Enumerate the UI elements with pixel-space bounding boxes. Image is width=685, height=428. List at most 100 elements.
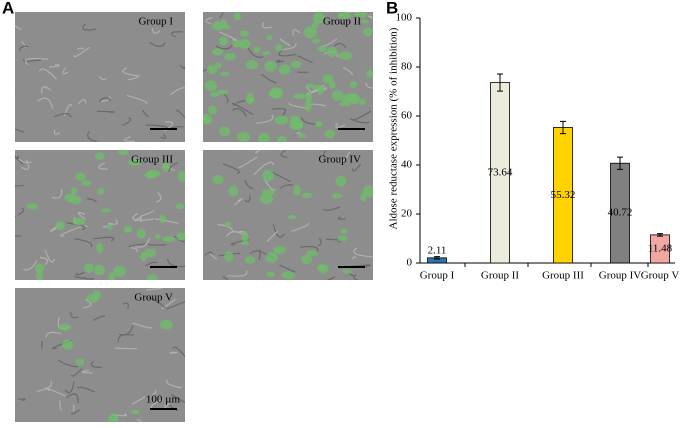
cell-outline — [40, 86, 52, 94]
fluorescent-cell — [301, 254, 313, 265]
cell-outline — [150, 399, 164, 409]
x-tick-label: Group III — [542, 270, 584, 282]
cell-outline — [144, 261, 158, 267]
value-label: 55.32 — [551, 189, 576, 201]
cell-outline — [121, 418, 142, 422]
image-label: Group IV — [319, 154, 362, 166]
cell-outline — [62, 67, 69, 75]
cell-outline — [102, 223, 112, 228]
y-tick-label: 40 — [401, 159, 413, 171]
fluorescent-cell — [275, 44, 283, 52]
cell-outline — [90, 360, 102, 368]
cell-outline — [66, 222, 86, 231]
fluorescent-cell — [123, 225, 133, 233]
cell-outline — [74, 238, 93, 248]
fluorescent-cell — [318, 264, 329, 274]
cell-outline — [327, 276, 336, 280]
fluorescent-cell — [212, 48, 223, 56]
fluorescent-cell — [335, 175, 347, 187]
cell-outline — [126, 94, 148, 104]
fluorescent-cell — [241, 232, 249, 243]
fluorescent-cell — [281, 271, 295, 280]
cell-outline — [48, 64, 61, 68]
cell-outline — [149, 41, 166, 48]
cell-outline — [53, 129, 61, 135]
cell-outline — [72, 404, 75, 411]
fluorescent-cell — [108, 413, 119, 422]
cell-outline — [351, 264, 371, 268]
y-tick-label: 100 — [396, 12, 413, 24]
fluorescent-cell — [34, 263, 45, 273]
cell-outline — [255, 150, 262, 154]
cell-outline — [15, 215, 16, 218]
cell-outline — [161, 299, 176, 310]
cell-outline — [60, 225, 82, 237]
cell-outline — [261, 21, 273, 29]
cell-outline — [15, 234, 21, 237]
fluorescent-cell — [366, 69, 373, 79]
fluorescent-cell — [274, 115, 289, 125]
cell-outline — [205, 17, 213, 25]
cell-outline — [131, 396, 146, 405]
cell-outline — [128, 243, 145, 248]
fluorescent-cell — [211, 21, 224, 31]
cell-outline — [15, 25, 22, 31]
fluorescent-cell — [86, 293, 99, 303]
fluorescent-cell — [326, 46, 338, 57]
fluorescent-cell — [305, 250, 319, 256]
cell-outline — [146, 288, 163, 291]
cell-outline — [238, 156, 258, 169]
cell-outline — [15, 91, 16, 94]
cell-outline — [353, 247, 373, 258]
y-axis-label: Aldose reductase expression (% of inhibi… — [387, 27, 400, 230]
cell-outline — [260, 73, 277, 84]
fluorescent-cell — [214, 62, 222, 69]
panel-label: B — [386, 0, 398, 17]
cell-outline — [82, 23, 97, 31]
fluorescent-cell — [158, 214, 167, 224]
cell-outline — [232, 108, 248, 117]
fluorescent-cell — [236, 132, 251, 142]
cell-outline — [93, 236, 115, 242]
micrograph — [15, 288, 185, 422]
cell-outline — [122, 117, 132, 126]
fluorescent-cell — [75, 358, 85, 366]
fluorescent-cell — [219, 72, 230, 77]
error-bar — [617, 156, 623, 170]
cell-outline — [233, 198, 243, 206]
micrograph — [15, 12, 185, 142]
cell-outline — [276, 59, 285, 63]
cell-outline — [283, 42, 297, 50]
fluorescent-cell — [262, 169, 274, 182]
fluorescent-cell — [311, 85, 326, 90]
error-bar — [560, 120, 566, 135]
cell-outline — [132, 213, 154, 221]
cell-outline — [337, 216, 346, 220]
error-bar — [657, 233, 663, 237]
cell-outline — [280, 150, 288, 158]
cell-outline — [322, 206, 341, 211]
fluorescent-cell — [292, 93, 307, 99]
cell-outline — [271, 107, 287, 116]
cell-outline — [134, 237, 151, 248]
cell-outline — [335, 151, 351, 163]
cell-outline — [342, 66, 353, 76]
fluorescent-cell — [305, 91, 313, 103]
image-label: Group II — [323, 16, 362, 28]
fluorescent-cell — [317, 88, 324, 95]
fluorescent-cell — [94, 152, 105, 160]
fluorescent-cell — [106, 224, 113, 230]
cell-outline — [122, 67, 141, 77]
micrograph — [203, 12, 373, 142]
cell-outline — [292, 29, 301, 36]
cell-outline — [351, 255, 357, 260]
cell-outline — [81, 369, 93, 374]
fluorescent-cell — [131, 409, 140, 415]
fluorescent-cell — [265, 252, 278, 263]
x-tick-label: Group I — [420, 270, 455, 282]
cell-outline — [127, 76, 139, 81]
image-label: Group III — [131, 154, 173, 166]
x-tick-label: Group IV — [599, 270, 642, 282]
cell-outline — [98, 97, 112, 102]
cell-outline — [166, 259, 185, 268]
